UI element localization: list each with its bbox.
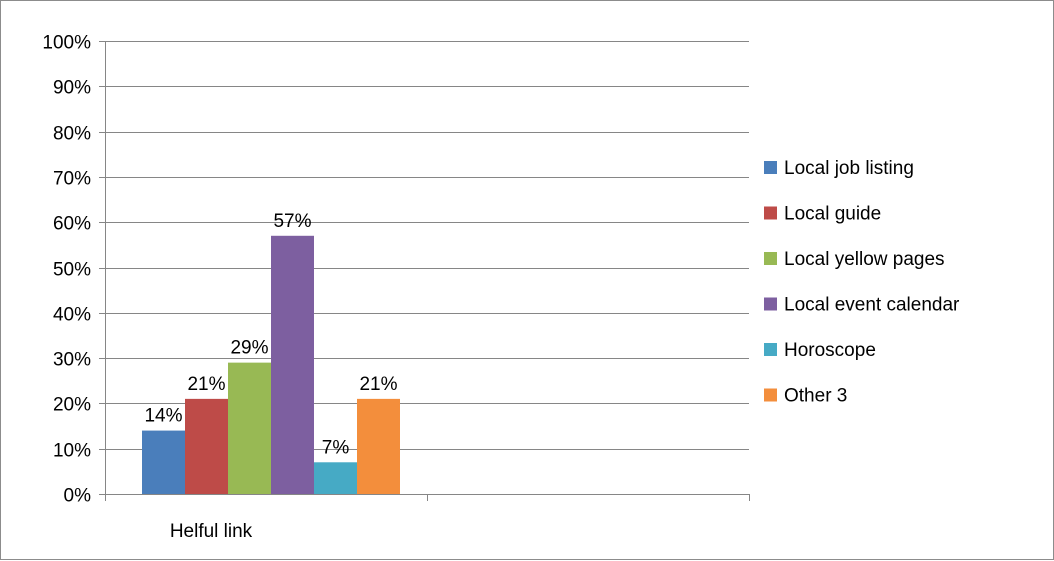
y-tick-label: 50% — [53, 260, 91, 281]
bar-local-job-listing — [142, 430, 185, 494]
axes: 0% 10% 20% 30% 40% 50% 60% 70% 80% 90% 100% Helful … — [42, 33, 750, 542]
y-tick-label: 60% — [53, 214, 91, 235]
bar-local-guide — [185, 398, 228, 494]
data-labels: 14%21%29%57%7%21% — [144, 211, 397, 459]
data-label: 21% — [187, 374, 225, 395]
y-tick-label: 80% — [53, 124, 91, 145]
legend-label: Local yellow pages — [784, 249, 945, 270]
bar-local-yellow-pages — [228, 362, 271, 494]
legend-swatch — [764, 161, 777, 174]
legend-item: Local job listing — [764, 158, 914, 179]
legend-item: Horoscope — [764, 340, 876, 361]
legend-item: Local yellow pages — [764, 249, 945, 270]
legend-swatch — [764, 206, 777, 220]
bar-horoscope — [314, 462, 357, 494]
legend-label: Local job listing — [784, 158, 914, 179]
y-tick-label: 40% — [53, 305, 91, 326]
legend-swatch — [764, 297, 777, 311]
bar-local-event-calendar — [271, 235, 314, 495]
legend-label: Local guide — [784, 204, 881, 225]
data-label: 21% — [359, 374, 397, 395]
y-tick-label: 70% — [53, 169, 91, 190]
bar-other-3 — [357, 398, 400, 494]
y-tick-label: 30% — [53, 350, 91, 371]
y-tick-label: 10% — [53, 441, 91, 462]
legend-swatch — [764, 252, 777, 265]
legend-label: Horoscope — [784, 340, 876, 361]
legend-item: Local guide — [764, 204, 881, 225]
legend-label: Other 3 — [784, 386, 847, 407]
legend-label: Local event calendar — [784, 295, 960, 316]
data-label: 14% — [144, 406, 182, 427]
legend-swatch — [764, 388, 777, 402]
legend-item: Local event calendar — [764, 295, 960, 316]
y-tick-label: 100% — [42, 33, 91, 54]
data-label: 7% — [322, 437, 350, 458]
y-tick-label: 90% — [53, 78, 91, 99]
legend-item: Other 3 — [764, 386, 847, 407]
data-label: 29% — [230, 338, 268, 359]
data-label: 57% — [273, 211, 311, 232]
x-category-label: Helful link — [170, 521, 253, 542]
y-tick-label: 0% — [64, 486, 92, 507]
bars — [142, 235, 400, 495]
y-tick-label: 20% — [53, 395, 91, 416]
legend: Local job listing Local guide Local yellow… — [764, 158, 960, 407]
legend-swatch — [764, 343, 777, 356]
